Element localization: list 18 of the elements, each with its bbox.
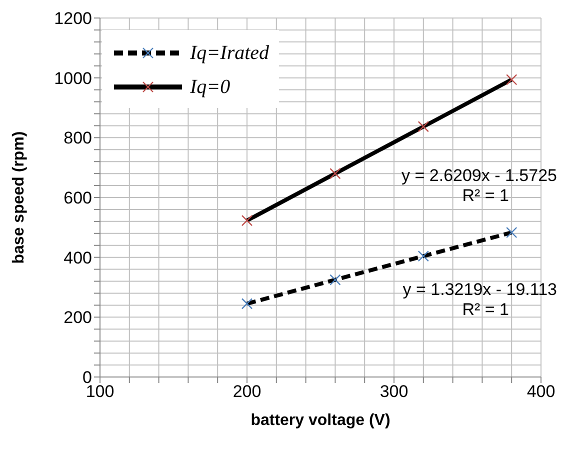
legend-label: Iq=0 <box>190 76 230 98</box>
y-tick-label: 200 <box>64 308 92 328</box>
y-tick-label: 1000 <box>54 68 92 88</box>
x-tick-label: 300 <box>380 382 408 402</box>
y-tick-label: 1200 <box>54 9 92 28</box>
y-tick-label: 400 <box>64 248 92 268</box>
legend-label: Iq=Irated <box>190 42 270 64</box>
annotation: R² = 1 <box>462 300 509 320</box>
annotation: R² = 1 <box>462 186 509 206</box>
x-tick-label: 400 <box>526 382 556 402</box>
y-tick-label: 800 <box>64 128 92 148</box>
annotation: y = 2.6209x - 1.5725 <box>402 166 557 186</box>
y-tick-label: 600 <box>64 188 92 208</box>
x-axis-title: battery voltage (V) <box>250 412 390 429</box>
y-axis-title: base speed (rpm) <box>10 131 28 264</box>
x-tick-label: 100 <box>86 382 114 402</box>
annotation: y = 1.3219x - 19.113 <box>402 280 557 300</box>
x-tick-label: 200 <box>232 382 262 402</box>
